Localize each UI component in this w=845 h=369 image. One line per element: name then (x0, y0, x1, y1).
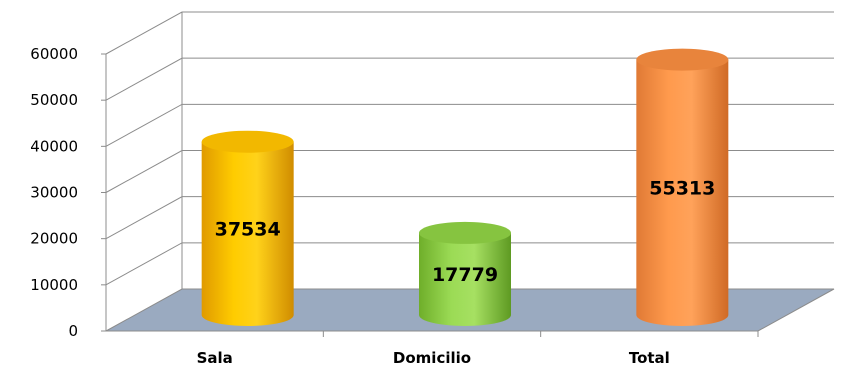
x-tick-label: Domicilio (393, 349, 471, 367)
x-tick-label: Sala (197, 349, 233, 367)
bar-top (636, 48, 729, 71)
gridline (105, 11, 834, 55)
x-axis: Sala Domicilio Total (197, 349, 670, 367)
y-tick-label: 0 (68, 322, 78, 340)
x-tick-label: Total (629, 349, 670, 367)
bar-total: 55313 (636, 48, 729, 327)
data-label: 37534 (215, 218, 281, 240)
y-axis: 0 10000 20000 30000 40000 50000 60000 (30, 45, 759, 340)
data-label: 55313 (649, 177, 715, 199)
y-tick-label: 40000 (30, 137, 78, 155)
data-label: 17779 (432, 264, 498, 286)
bar-body (419, 232, 511, 326)
y-tick-label: 50000 (30, 91, 78, 109)
y-tick-label: 30000 (30, 184, 78, 202)
y-tick-label: 60000 (30, 45, 78, 63)
y-tick-label: 10000 (30, 276, 78, 294)
y-tick-label: 20000 (30, 230, 78, 248)
bar-top (419, 221, 511, 244)
bar-sala: 37534 (201, 130, 294, 326)
bar-body (636, 59, 729, 327)
bar-body (201, 141, 294, 326)
bar-top (201, 130, 294, 153)
grid (105, 11, 834, 289)
bars: 37534 17779 55313 (201, 48, 729, 327)
bar-domicilio: 17779 (419, 221, 511, 326)
